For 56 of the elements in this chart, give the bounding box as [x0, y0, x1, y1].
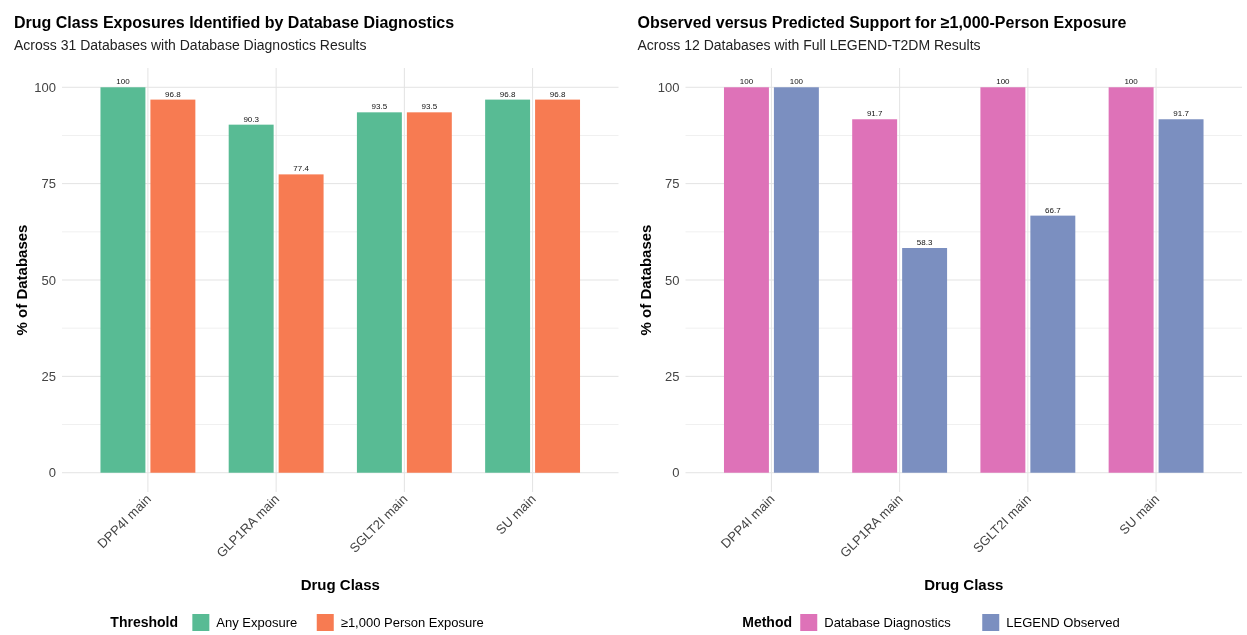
- chart-subtitle: Across 12 Databases with Full LEGEND-T2DM Results: [637, 37, 981, 53]
- bar: [100, 87, 146, 473]
- data-label: 90.3: [243, 114, 260, 124]
- legend-title: Threshold: [110, 614, 179, 630]
- bar: [1030, 215, 1076, 473]
- data-label: 100: [789, 77, 804, 87]
- y-axis-title: % of Databases: [636, 224, 654, 336]
- data-label: 100: [1124, 77, 1139, 87]
- data-label: 58.3: [916, 238, 933, 248]
- bar: [150, 99, 196, 473]
- x-axis-title: Drug Class: [924, 576, 1004, 593]
- y-tick-label: 50: [665, 272, 680, 288]
- data-label: 100: [116, 77, 131, 87]
- bar: [1108, 87, 1154, 473]
- bar: [852, 119, 898, 473]
- data-label: 100: [996, 77, 1011, 87]
- data-label: 93.5: [421, 102, 438, 112]
- chart-title: Drug Class Exposures Identified by Database Diagnostics: [14, 14, 455, 31]
- chart-title: Observed versus Predicted Support for ≥1,000-Person Exposure: [637, 14, 1127, 31]
- y-tick-label: 25: [41, 368, 56, 384]
- data-label: 91.7: [866, 109, 883, 119]
- y-tick-label: 75: [665, 176, 680, 192]
- bar: [485, 99, 531, 473]
- y-axis-title: % of Databases: [13, 224, 30, 336]
- bar: [356, 112, 402, 473]
- bar: [723, 87, 769, 473]
- y-tick-label: 100: [657, 79, 680, 95]
- chart-subtitle: Across 31 Databases with Database Diagnostics Results: [14, 37, 367, 53]
- data-label: 77.4: [293, 164, 310, 174]
- bar: [902, 248, 948, 473]
- data-label: 96.8: [549, 89, 566, 99]
- y-tick-label: 75: [41, 176, 56, 192]
- data-label: 96.8: [165, 89, 182, 99]
- data-label: 96.8: [499, 89, 516, 99]
- bar: [278, 174, 324, 473]
- y-tick-label: 0: [48, 465, 56, 481]
- legend-label: Any Exposure: [216, 615, 298, 630]
- data-label: 66.7: [1045, 205, 1062, 215]
- data-label: 100: [739, 77, 754, 87]
- bar: [406, 112, 452, 473]
- y-tick-label: 0: [672, 465, 680, 481]
- legend-title: Method: [742, 614, 793, 630]
- data-label: 93.5: [371, 102, 388, 112]
- bar: [773, 87, 819, 473]
- data-label: 91.7: [1173, 109, 1190, 119]
- legend-label: LEGEND Observed: [1006, 615, 1120, 630]
- bar: [1158, 119, 1204, 473]
- y-tick-label: 25: [665, 368, 680, 384]
- bar: [228, 124, 274, 473]
- legend-label: ≥1,000 Person Exposure: [340, 615, 484, 630]
- x-axis-title: Drug Class: [300, 576, 380, 593]
- bar: [535, 99, 581, 473]
- y-tick-label: 100: [34, 79, 56, 95]
- bar: [980, 87, 1026, 473]
- y-tick-label: 50: [41, 272, 56, 288]
- legend-label: Database Diagnostics: [824, 615, 952, 630]
